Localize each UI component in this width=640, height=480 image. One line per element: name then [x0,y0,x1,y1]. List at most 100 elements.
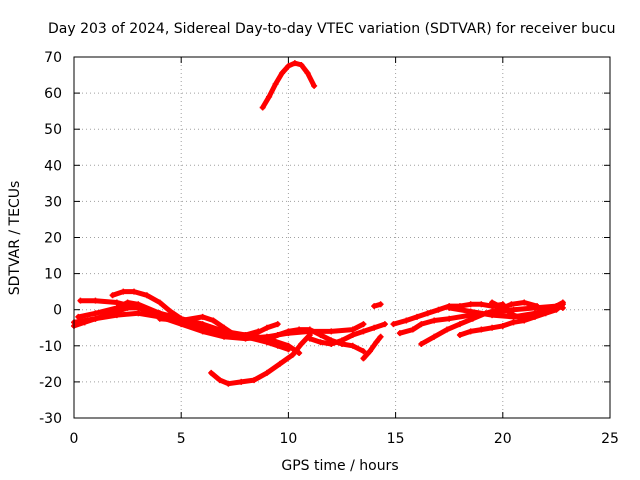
y-tick-labels: -30 -20 -10 0 10 20 30 40 50 60 70 [39,50,62,427]
series-arc-m [418,299,541,347]
data-point [296,350,303,357]
data-point [317,339,324,346]
data-point [135,310,142,317]
data-point [285,63,292,70]
data-point [156,299,163,306]
data-point [311,82,318,89]
data-point [418,321,425,328]
data-point [263,324,270,331]
y-tick-label: -20 [39,375,62,391]
data-point [120,288,127,295]
x-tick-label: 10 [279,431,297,447]
data-point [242,333,249,340]
data-point [381,321,388,328]
data-point [489,312,496,319]
data-point [339,337,345,344]
data-point [360,321,367,328]
data-point [263,369,270,376]
data-point [143,292,150,299]
data-point [360,328,367,335]
data-point [328,340,335,347]
data-point [553,303,560,310]
y-tick-label: 10 [44,267,62,283]
series-line [264,327,366,354]
data-point [390,321,397,328]
data-point [276,360,283,367]
x-axis-title: GPS time / hours [281,458,398,474]
data-point [489,299,496,306]
y-tick-label: 0 [53,303,62,319]
data-point [75,313,82,320]
data-point [298,61,305,68]
data-point [92,315,99,322]
data-point [216,377,223,384]
data-point [296,326,303,333]
data-point [328,328,335,335]
data-point [371,303,378,310]
data-point [306,335,313,342]
data-point [478,301,485,308]
data-point [469,315,476,322]
data-point [92,310,99,317]
data-point [444,326,451,333]
data-point [266,93,273,100]
data-point [92,297,99,304]
series-arc-j [371,301,384,310]
series-arc-high [259,60,318,111]
data-point [167,308,174,315]
y-tick-label: 50 [44,122,62,138]
data-point [317,331,324,338]
data-point [263,337,270,344]
data-point [510,319,517,326]
data-point [208,369,215,376]
data-point [366,348,373,355]
data-point [467,308,474,315]
x-tick-label: 25 [601,431,619,447]
data-point [285,346,292,353]
data-point [349,326,356,333]
y-tick-label: -30 [39,411,62,427]
data-point [521,299,528,306]
data-point [304,70,311,77]
data-point [178,317,185,324]
series-arc-d [109,288,195,326]
y-tick-label: 40 [44,158,62,174]
x-tick-label: 0 [70,431,79,447]
data-point [531,312,538,319]
data-point [467,328,474,335]
data-point [414,313,421,320]
data-point [377,333,384,340]
series-line [360,334,384,361]
data-point [446,315,453,322]
data-point [238,378,245,385]
x-tick-label: 5 [177,431,186,447]
data-point [534,303,541,310]
data-point [199,328,206,335]
data-point [221,333,228,340]
series-line [418,300,540,347]
data-point [377,301,384,308]
series-arc-p [489,299,549,322]
data-point [272,81,279,88]
y-tick-label: 70 [44,50,62,66]
data-point [210,317,217,324]
data-point [478,326,485,333]
data-point [396,330,403,337]
data-point [285,328,292,335]
x-tick-labels: 0 5 10 15 20 25 [70,431,619,447]
data-point [221,324,228,331]
y-tick-label: 60 [44,86,62,102]
data-point [360,348,367,355]
tick-marks [73,56,611,419]
data-point [431,333,438,340]
data-point [291,60,298,67]
series-arc-o [446,299,566,320]
x-tick-label: 20 [494,431,512,447]
data-point [542,308,549,315]
series-line [157,314,281,340]
data-point [274,331,281,338]
data-point [278,70,285,77]
data-point [409,326,416,333]
